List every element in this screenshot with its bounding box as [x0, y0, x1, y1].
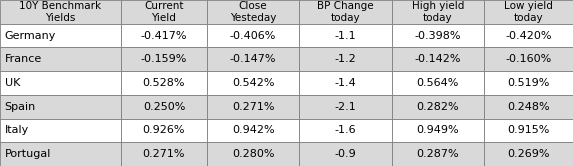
Text: 0.269%: 0.269% [507, 149, 550, 159]
Bar [391, 0, 484, 24]
Text: 0.250%: 0.250% [143, 102, 185, 112]
Text: -0.420%: -0.420% [505, 31, 552, 41]
Text: -1.6: -1.6 [335, 125, 356, 135]
Text: -0.147%: -0.147% [230, 54, 276, 64]
Text: -0.9: -0.9 [335, 149, 356, 159]
Bar [207, 47, 299, 71]
Text: -0.142%: -0.142% [414, 54, 461, 64]
Text: -1.2: -1.2 [335, 54, 356, 64]
Text: -0.417%: -0.417% [141, 31, 187, 41]
Bar [484, 142, 573, 166]
Text: -2.1: -2.1 [335, 102, 356, 112]
Bar [299, 71, 391, 95]
Text: 0.528%: 0.528% [143, 78, 185, 88]
Bar [0, 95, 121, 119]
Text: 0.271%: 0.271% [143, 149, 185, 159]
Bar [0, 0, 121, 24]
Text: 0.280%: 0.280% [232, 149, 274, 159]
Bar [391, 71, 484, 95]
Bar [121, 142, 207, 166]
Text: Low yield
today: Low yield today [504, 1, 553, 23]
Text: -0.159%: -0.159% [141, 54, 187, 64]
Text: High yield
today: High yield today [411, 1, 464, 23]
Text: 0.942%: 0.942% [231, 125, 274, 135]
Text: -0.406%: -0.406% [230, 31, 276, 41]
Bar [391, 24, 484, 47]
Text: Current
Yield: Current Yield [144, 1, 184, 23]
Bar [299, 95, 391, 119]
Text: 10Y Benchmark
Yields: 10Y Benchmark Yields [19, 1, 101, 23]
Bar [299, 142, 391, 166]
Text: 0.564%: 0.564% [417, 78, 459, 88]
Bar [299, 119, 391, 142]
Text: -0.398%: -0.398% [414, 31, 461, 41]
Bar [484, 95, 573, 119]
Bar [0, 71, 121, 95]
Text: 0.287%: 0.287% [417, 149, 459, 159]
Text: 0.248%: 0.248% [507, 102, 550, 112]
Text: -0.160%: -0.160% [505, 54, 552, 64]
Bar [121, 119, 207, 142]
Bar [391, 95, 484, 119]
Text: 0.926%: 0.926% [143, 125, 185, 135]
Text: Germany: Germany [5, 31, 56, 41]
Text: 0.542%: 0.542% [232, 78, 274, 88]
Bar [207, 142, 299, 166]
Text: 0.519%: 0.519% [507, 78, 550, 88]
Bar [121, 24, 207, 47]
Bar [391, 119, 484, 142]
Text: France: France [5, 54, 42, 64]
Text: BP Change
today: BP Change today [317, 1, 374, 23]
Bar [121, 47, 207, 71]
Text: 0.915%: 0.915% [507, 125, 550, 135]
Bar [484, 47, 573, 71]
Text: Close
Yesteday: Close Yesteday [230, 1, 276, 23]
Text: 0.282%: 0.282% [417, 102, 459, 112]
Bar [0, 142, 121, 166]
Bar [207, 24, 299, 47]
Bar [121, 0, 207, 24]
Text: 0.949%: 0.949% [417, 125, 459, 135]
Bar [121, 71, 207, 95]
Text: Portugal: Portugal [5, 149, 51, 159]
Text: -1.4: -1.4 [335, 78, 356, 88]
Bar [484, 24, 573, 47]
Bar [299, 24, 391, 47]
Bar [484, 71, 573, 95]
Bar [299, 47, 391, 71]
Bar [0, 24, 121, 47]
Bar [484, 0, 573, 24]
Text: Spain: Spain [5, 102, 36, 112]
Text: UK: UK [5, 78, 20, 88]
Bar [0, 119, 121, 142]
Bar [207, 0, 299, 24]
Bar [207, 95, 299, 119]
Bar [207, 119, 299, 142]
Bar [0, 47, 121, 71]
Bar [207, 71, 299, 95]
Text: 0.271%: 0.271% [232, 102, 274, 112]
Bar [299, 0, 391, 24]
Bar [391, 142, 484, 166]
Bar [484, 119, 573, 142]
Text: -1.1: -1.1 [335, 31, 356, 41]
Bar [121, 95, 207, 119]
Bar [391, 47, 484, 71]
Text: Italy: Italy [5, 125, 29, 135]
